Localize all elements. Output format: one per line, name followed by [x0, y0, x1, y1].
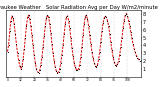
- Title: Milwaukee Weather   Solar Radiation Avg per Day W/m2/minute: Milwaukee Weather Solar Radiation Avg pe…: [0, 5, 158, 10]
